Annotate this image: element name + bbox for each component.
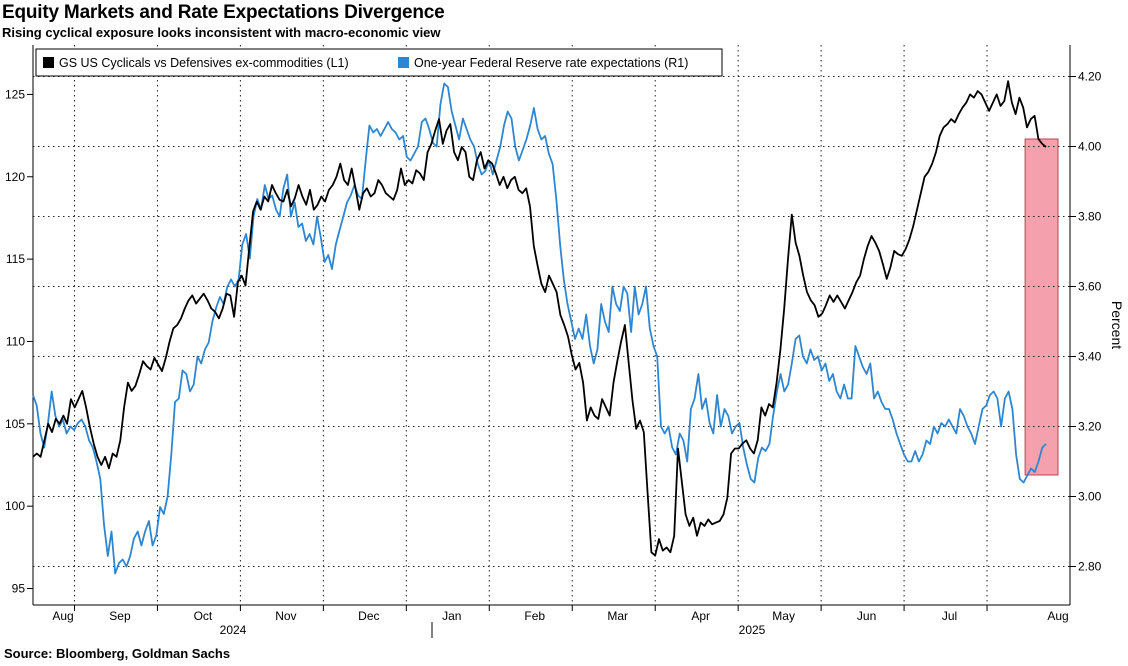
x-tick-label: Mar — [607, 609, 628, 623]
legend-swatch-fed-rate — [398, 57, 409, 68]
right-tick-label: 4.20 — [1078, 70, 1102, 84]
x-tick-label: Aug — [1047, 609, 1068, 623]
right-axis-ticks: 2.80 3.00 3.20 3.40 3.60 3.80 4.00 4.20 — [1070, 70, 1102, 574]
series-line-cyclicals-vs-defensives — [32, 80, 1047, 557]
x-tick-label: Oct — [194, 609, 213, 623]
right-axis-label: Percent — [1109, 301, 1125, 349]
legend-label-fed-rate: One-year Federal Reserve rate expectatio… — [414, 56, 688, 70]
x-tick-label: Jan — [442, 609, 461, 623]
year-label-2024: 2024 — [220, 623, 247, 637]
right-tick-label: 3.40 — [1078, 350, 1102, 364]
right-tick-label: 3.80 — [1078, 210, 1102, 224]
highlight-box — [1024, 138, 1059, 476]
x-tick-label: Apr — [691, 609, 710, 623]
left-tick-label: 95 — [12, 582, 26, 596]
chart-title: Equity Markets and Rate Expectations Div… — [2, 2, 445, 23]
legend: GS US Cyclicals vs Defensives ex-commodi… — [35, 48, 723, 77]
x-tick-label: Nov — [275, 609, 296, 623]
x-tick-label: Jun — [857, 609, 876, 623]
x-tick-label: Dec — [358, 609, 379, 623]
series-line-fed-rate-expectations — [32, 82, 1047, 575]
right-tick-label: 3.00 — [1078, 490, 1102, 504]
left-tick-label: 120 — [5, 170, 25, 184]
legend-swatch-cyclicals — [43, 57, 54, 68]
horizontal-gridlines — [33, 76, 1070, 567]
x-tick-label: Feb — [524, 609, 545, 623]
left-axis-ticks: 95 100 105 110 115 120 125 — [5, 87, 33, 596]
chart-subtitle: Rising cyclical exposure looks inconsist… — [2, 25, 441, 40]
legend-label-cyclicals: GS US Cyclicals vs Defensives ex-commodi… — [59, 56, 349, 70]
legend-box — [35, 48, 723, 77]
left-tick-label: 100 — [5, 499, 25, 513]
left-tick-label: 115 — [6, 252, 25, 266]
right-tick-label: 2.80 — [1078, 560, 1102, 574]
x-tick-label: Sep — [109, 609, 131, 623]
right-tick-label: 3.60 — [1078, 280, 1102, 294]
left-tick-label: 110 — [6, 334, 25, 348]
right-tick-label: 4.00 — [1078, 140, 1102, 154]
source-note: Source: Bloomberg, Goldman Sachs — [4, 646, 231, 661]
x-tick-label: Aug — [52, 609, 73, 623]
x-tick-label: Jul — [942, 609, 957, 623]
year-label-2025: 2025 — [739, 623, 766, 637]
x-axis-ticks: Aug Sep Oct Nov Dec Jan Feb Mar Apr May Jun Jul Aug — [52, 605, 1069, 623]
left-tick-label: 125 — [5, 87, 25, 101]
left-tick-label: 105 — [5, 417, 25, 431]
right-tick-label: 3.20 — [1078, 420, 1102, 434]
x-tick-label: May — [772, 609, 795, 623]
